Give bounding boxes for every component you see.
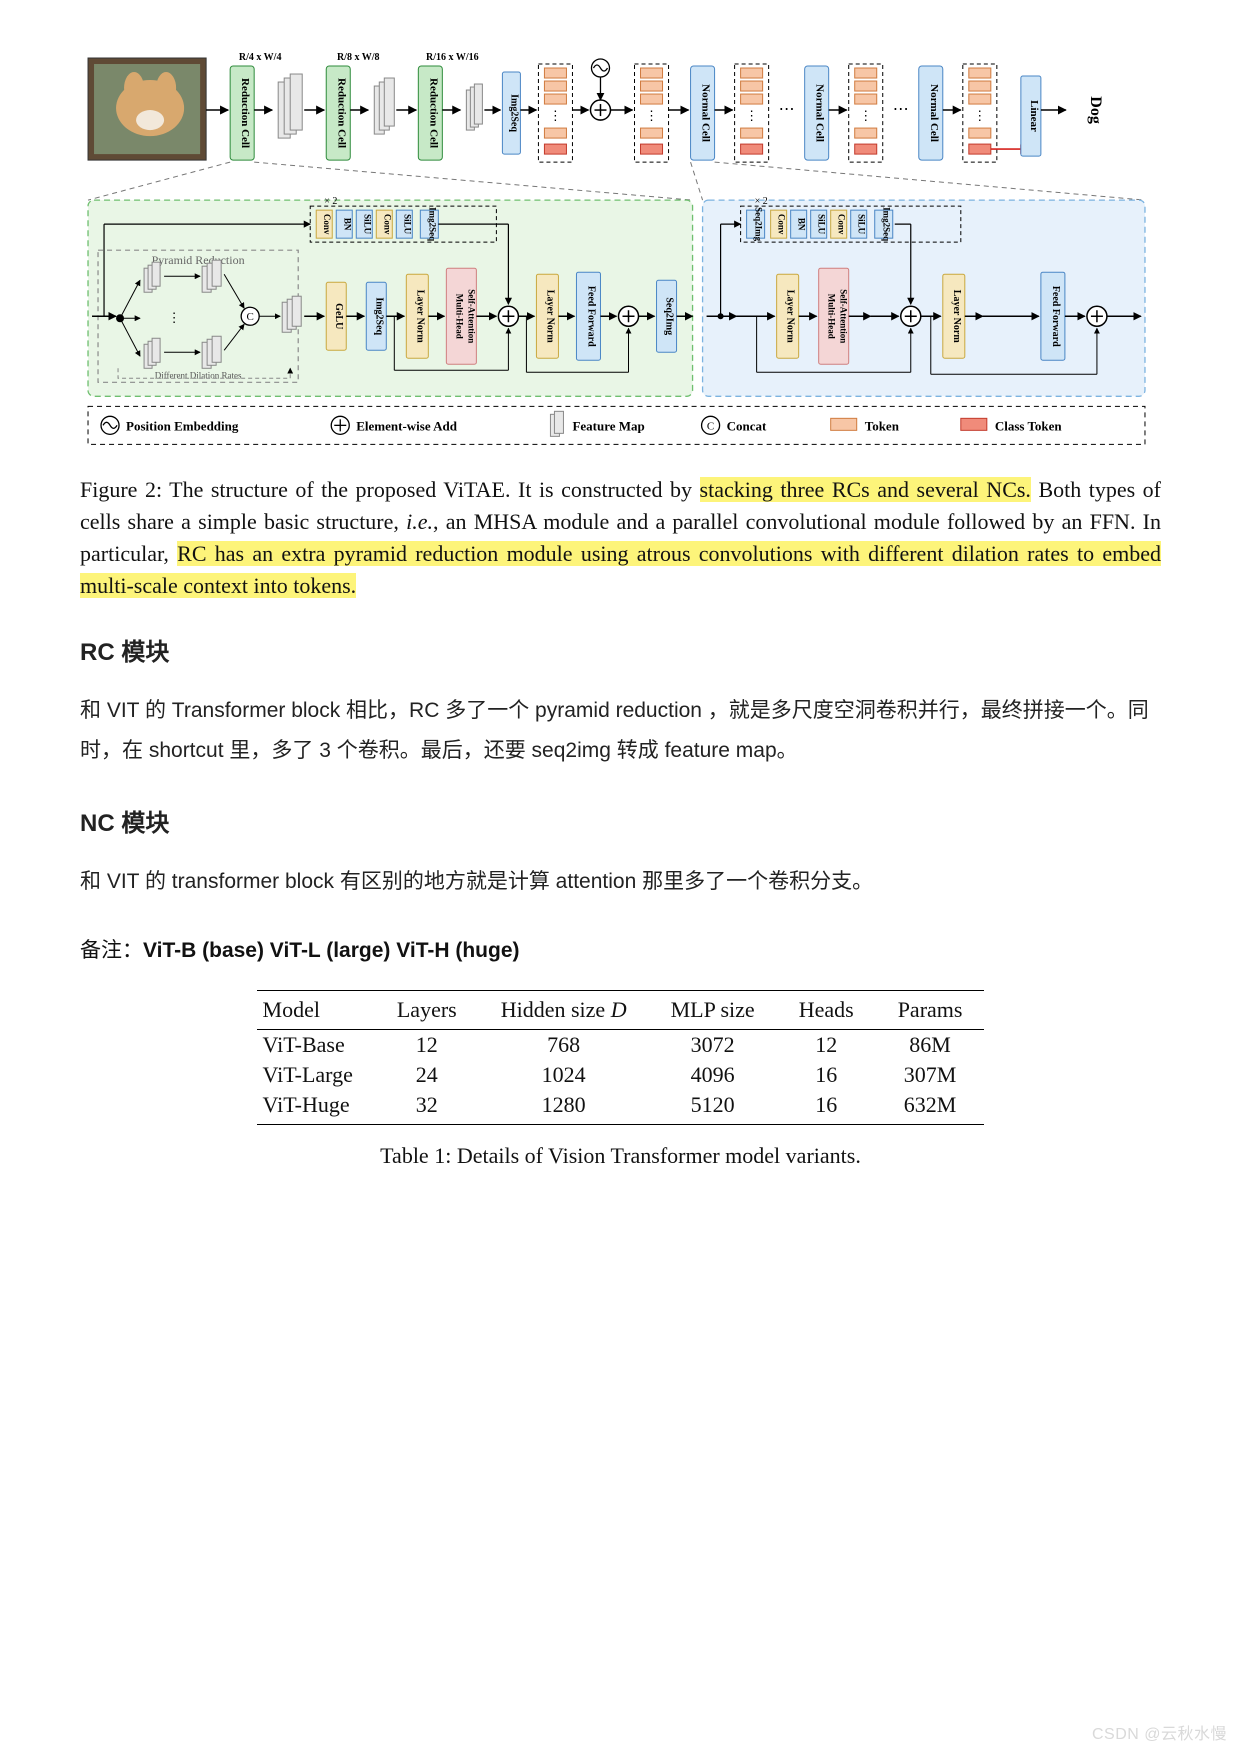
figure-2-caption: Figure 2: The structure of the proposed … <box>80 474 1161 602</box>
svg-text:Layer Norm: Layer Norm <box>785 290 796 344</box>
svg-text:Img2Seq: Img2Seq <box>882 207 892 241</box>
token-stack-5: ⋮ <box>963 64 997 162</box>
svg-text:Img2Seq: Img2Seq <box>508 94 519 132</box>
token-stack-4: ⋮ <box>849 64 883 162</box>
svg-text:Self-Attention: Self-Attention <box>839 289 849 343</box>
table-row: ViT-Base1276830721286M <box>257 1029 985 1060</box>
svg-text:Reduction Cell: Reduction Cell <box>427 78 439 148</box>
col-heads: Heads <box>777 990 876 1029</box>
svg-text:Multi-Head: Multi-Head <box>827 294 837 339</box>
token-stack-1: ⋮ <box>538 64 572 162</box>
svg-text:Element-wise Add: Element-wise Add <box>356 418 458 433</box>
svg-text:⋮: ⋮ <box>859 108 872 123</box>
col-params: Params <box>876 990 985 1029</box>
featmap-3 <box>466 84 482 130</box>
svg-text:⋯: ⋯ <box>893 101 909 118</box>
svg-text:Token: Token <box>865 418 900 433</box>
table-1: Model Layers Hidden size D MLP size Head… <box>80 990 1161 1125</box>
col-layers: Layers <box>375 990 479 1029</box>
svg-text:⋮: ⋮ <box>745 108 758 123</box>
svg-text:C: C <box>707 420 714 432</box>
watermark: CSDN @云秋水慢 <box>1092 1720 1227 1744</box>
output-label: Dog <box>1087 96 1104 124</box>
svg-text:Linear: Linear <box>1028 100 1040 132</box>
scale-label-3: R/16 x W/16 <box>426 52 479 63</box>
token-stack-2: ⋮ <box>635 64 669 162</box>
col-mlp: MLP size <box>649 990 777 1029</box>
svg-text:⋮: ⋮ <box>973 108 986 123</box>
svg-text:GeLU: GeLU <box>333 303 344 329</box>
svg-text:Conv: Conv <box>837 214 847 235</box>
scale-label-1: R/4 x W/4 <box>239 52 282 63</box>
table-row: ViT-Huge321280512016632M <box>257 1090 985 1125</box>
svg-text:× 2: × 2 <box>324 196 337 207</box>
svg-text:Layer Norm: Layer Norm <box>414 290 425 344</box>
rc-heading: RC 模块 <box>80 632 1161 667</box>
token-stack-3: ⋮ <box>735 64 769 162</box>
svg-text:Feed Forward: Feed Forward <box>1050 286 1061 347</box>
scale-label-2: R/8 x W/8 <box>337 52 380 63</box>
svg-text:Conv: Conv <box>777 214 787 235</box>
nc-heading: NC 模块 <box>80 803 1161 838</box>
figure-2-svg: R/4 x W/4 Reduction Cell R/8 x W/8 Reduc… <box>80 50 1161 450</box>
svg-text:× 2: × 2 <box>755 196 768 207</box>
svg-text:Conv: Conv <box>322 214 332 235</box>
table-1-caption: Table 1: Details of Vision Transformer m… <box>80 1143 1161 1169</box>
svg-text:Normal Cell: Normal Cell <box>928 84 940 142</box>
svg-text:Reduction Cell: Reduction Cell <box>335 78 347 148</box>
svg-text:Img2Seq: Img2Seq <box>373 297 384 335</box>
input-image <box>88 58 206 160</box>
svg-text:⋮: ⋮ <box>645 108 658 123</box>
svg-text:SiLU: SiLU <box>402 214 412 235</box>
table-row: ViT-Large241024409616307M <box>257 1060 985 1090</box>
svg-text:Feed Forward: Feed Forward <box>585 286 596 347</box>
rc-body: 和 VIT 的 Transformer block 相比，RC 多了一个 pyr… <box>80 691 1161 771</box>
svg-text:SiLU: SiLU <box>817 214 827 235</box>
table-header-row: Model Layers Hidden size D MLP size Head… <box>257 990 985 1029</box>
svg-text:⋮: ⋮ <box>168 310 181 325</box>
note-line: 备注：ViT-B (base) ViT-L (large) ViT-H (hug… <box>80 934 1161 964</box>
svg-text:Img2Seq: Img2Seq <box>427 207 437 241</box>
featmap-2 <box>374 78 394 134</box>
svg-text:Conv: Conv <box>382 214 392 235</box>
svg-text:Seq2Img: Seq2Img <box>664 297 675 335</box>
figure-2: R/4 x W/4 Reduction Cell R/8 x W/8 Reduc… <box>80 50 1161 450</box>
svg-text:Normal Cell: Normal Cell <box>814 84 826 142</box>
nc-body: 和 VIT 的 transformer block 有区别的地方就是计算 att… <box>80 862 1161 902</box>
svg-text:BN: BN <box>797 218 807 231</box>
svg-text:Multi-Head: Multi-Head <box>454 294 464 339</box>
svg-text:C: C <box>246 311 253 323</box>
svg-text:Layer Norm: Layer Norm <box>951 290 962 344</box>
svg-text:Class Token: Class Token <box>995 418 1063 433</box>
svg-text:Feature Map: Feature Map <box>572 418 644 433</box>
col-hidden: Hidden size D <box>479 990 649 1029</box>
svg-text:SiLU: SiLU <box>857 214 867 235</box>
svg-text:Normal Cell: Normal Cell <box>700 84 712 142</box>
nc-detail-panel <box>703 200 1145 396</box>
col-model: Model <box>257 990 375 1029</box>
svg-text:Pyramid Reduction: Pyramid Reduction <box>152 253 245 267</box>
svg-text:Self-Attention: Self-Attention <box>466 289 476 343</box>
featmap-1 <box>278 74 302 138</box>
svg-text:BN: BN <box>342 218 352 231</box>
svg-text:⋯: ⋯ <box>779 101 795 118</box>
svg-text:Seq2Img: Seq2Img <box>754 207 764 242</box>
svg-text:Layer Norm: Layer Norm <box>544 290 555 344</box>
svg-text:⋮: ⋮ <box>549 108 562 123</box>
svg-text:SiLU: SiLU <box>362 214 372 235</box>
svg-text:Position Embedding: Position Embedding <box>126 418 239 433</box>
svg-text:Reduction Cell: Reduction Cell <box>239 78 251 148</box>
svg-text:Concat: Concat <box>727 418 767 433</box>
